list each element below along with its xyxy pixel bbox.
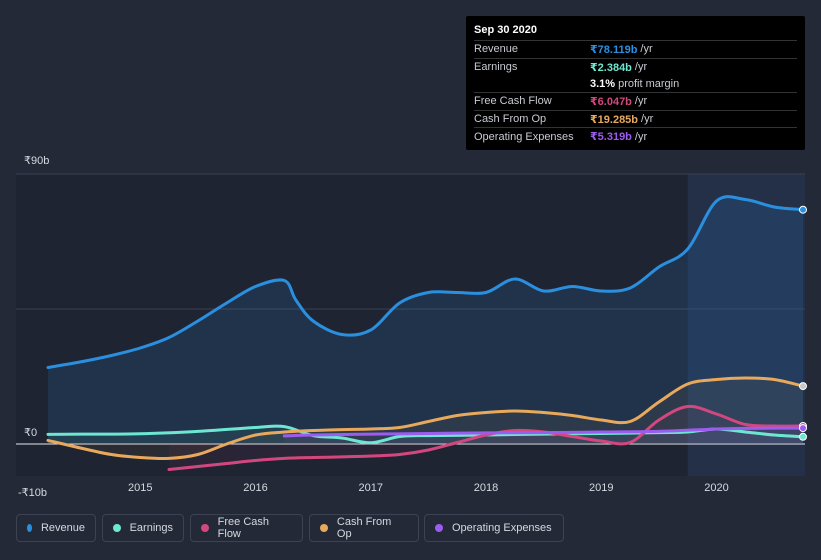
- x-tick-label: 2016: [243, 482, 267, 494]
- y-tick-label: ₹0: [24, 427, 37, 439]
- tooltip-label: Cash From Op: [474, 113, 547, 126]
- operating-expenses-end-point: [799, 424, 807, 433]
- cash-from-op-area: [48, 378, 803, 459]
- cash-from-op-line: [46, 376, 805, 461]
- x-tick-label: 2015: [128, 482, 152, 494]
- tooltip-value: ₹19.285b: [590, 113, 639, 126]
- revenue-end-point: [799, 205, 807, 214]
- x-tick-label: 2019: [589, 482, 613, 494]
- earnings-dot-icon: [113, 524, 121, 532]
- x-tick-labels: 2015 2016 2017 2018 2019 2020: [128, 482, 729, 494]
- cash-from-op-dot-icon: [320, 524, 328, 532]
- operating-expenses-dot-icon: [435, 524, 443, 532]
- tooltip-unit: /yr: [640, 43, 653, 56]
- series-lines: [46, 195, 805, 471]
- tooltip-panel: Sep 30 2020 Revenue ₹78.119b /yr Earning…: [466, 16, 805, 150]
- tooltip-unit: profit margin: [618, 77, 680, 90]
- cash-from-op-end-point: [799, 382, 807, 391]
- tooltip-value: ₹6.047b: [590, 95, 632, 108]
- earnings-end-point: [799, 432, 807, 441]
- tooltip-value: 3.1%: [590, 77, 616, 90]
- y-tick-labels: ₹90b ₹0 -₹10b: [18, 155, 49, 499]
- free-cash-flow-dot-icon: [201, 524, 209, 532]
- tooltip-row-earnings: Earnings ₹2.384b /yr: [474, 57, 797, 76]
- tooltip-row-profit-margin: 3.1% profit margin: [474, 75, 797, 92]
- y-tick-label: ₹90b: [24, 155, 49, 167]
- tooltip-row-operating-expenses: Operating Expenses ₹5.319b /yr: [474, 127, 797, 145]
- tooltip-value: ₹78.119b: [590, 43, 638, 56]
- legend-revenue[interactable]: Revenue: [16, 514, 96, 542]
- revenue-line: [46, 195, 805, 369]
- legend-label: Earnings: [129, 522, 173, 534]
- legend-free-cash-flow[interactable]: Free Cash Flow: [190, 514, 303, 542]
- tooltip-row-free-cash-flow: Free Cash Flow ₹6.047b /yr: [474, 92, 797, 110]
- tooltip-unit: /yr: [634, 130, 648, 143]
- legend-label: Revenue: [40, 522, 85, 534]
- free-cash-flow-line: [167, 404, 805, 471]
- tooltip-value: ₹2.384b: [590, 61, 632, 74]
- gridlines: [16, 173, 805, 445]
- free-cash-flow-area: [169, 406, 804, 470]
- series-end-markers: [799, 205, 807, 441]
- revenue-area: [48, 196, 803, 444]
- legend-cash-from-op[interactable]: Cash From Op: [309, 514, 419, 542]
- revenue-dot-icon: [27, 524, 32, 532]
- tooltip-unit: /yr: [641, 113, 654, 126]
- tooltip-label: Operating Expenses: [474, 130, 574, 143]
- chart-area: ₹90b ₹0 -₹10b 2015 2016 2017 2018 2019 2020: [16, 155, 807, 499]
- tooltip-unit: /yr: [634, 61, 648, 74]
- tooltip-label: Revenue: [474, 43, 519, 56]
- operating-expenses-line: [282, 426, 805, 438]
- tooltip-date: Sep 30 2020: [474, 24, 537, 36]
- tooltip-unit: /yr: [634, 95, 648, 108]
- legend-earnings[interactable]: Earnings: [102, 514, 184, 542]
- x-tick-label: 2018: [474, 482, 498, 494]
- legend-label: Free Cash Flow: [217, 516, 270, 540]
- y-tick-label: -₹10b: [18, 487, 47, 499]
- legend-label: Operating Expenses: [452, 522, 552, 534]
- tooltip-value: ₹5.319b: [590, 131, 632, 144]
- tooltip-row-cash-from-op: Cash From Op ₹19.285b /yr: [474, 109, 797, 128]
- tooltip-label: Earnings: [474, 61, 518, 74]
- tooltip-label: Free Cash Flow: [474, 95, 552, 108]
- legend-operating-expenses[interactable]: Operating Expenses: [424, 514, 564, 542]
- tooltip-row-revenue: Revenue ₹78.119b /yr: [474, 40, 797, 58]
- legend-label: Cash From Op: [336, 516, 392, 540]
- x-tick-label: 2017: [359, 482, 383, 494]
- x-tick-label: 2020: [704, 482, 728, 494]
